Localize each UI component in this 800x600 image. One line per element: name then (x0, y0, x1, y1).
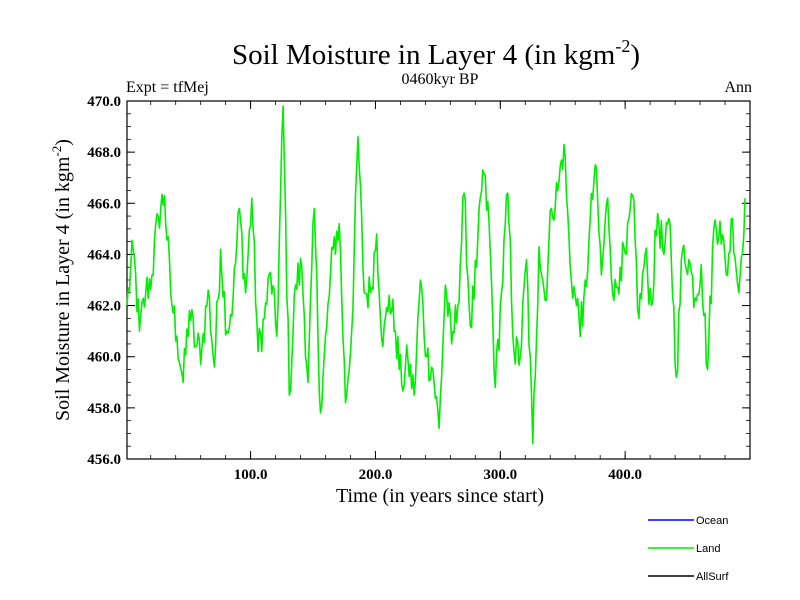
series-line-land (126, 105, 746, 445)
y-axis-label-superscript: -2 (49, 146, 64, 157)
legend: Ocean Land AllSurf (648, 515, 729, 583)
y-tick-label: 468.0 (87, 145, 121, 161)
y-axis-label-text: Soil Moisture in Layer 4 (in kgm (52, 156, 74, 421)
y-tick-label: 466.0 (87, 196, 121, 212)
y-tick-label: 462.0 (87, 299, 121, 315)
y-tick-label: 470.0 (87, 94, 121, 110)
x-axis: 100.0 200.0 300.0 400.0 (150, 101, 751, 483)
legend-label-land: Land (696, 543, 720, 555)
chart-title-close: ) (630, 39, 640, 71)
y-tick-label: 464.0 (87, 247, 121, 263)
season-label: Ann (724, 79, 752, 96)
chart-title-superscript: -2 (615, 36, 630, 56)
chart-title: Soil Moisture in Layer 4 (in kgm-2) (232, 36, 640, 71)
legend-label-allsurf: AllSurf (696, 571, 729, 583)
x-tick-label: 100.0 (234, 467, 268, 483)
period-label: 0460kyr BP (402, 71, 479, 88)
series-group (126, 105, 746, 445)
x-axis-label: Time (in years since start) (336, 485, 544, 507)
experiment-label: Expt = tfMej (126, 79, 209, 96)
y-tick-label: 460.0 (87, 350, 121, 366)
legend-label-ocean: Ocean (696, 515, 728, 527)
y-tick-label: 456.0 (87, 452, 121, 468)
chart-title-text: Soil Moisture in Layer 4 (in kgm (232, 39, 616, 71)
y-tick-label: 458.0 (87, 401, 121, 417)
y-axis-label-close: ) (52, 139, 74, 146)
x-tick-label: 200.0 (359, 467, 393, 483)
x-tick-label: 300.0 (483, 467, 517, 483)
x-tick-label: 400.0 (608, 467, 642, 483)
y-axis: 456.0 458.0 460.0 462.0 464.0 466.0 468.0 470.0 (87, 94, 750, 468)
y-axis-label: Soil Moisture in Layer 4 (in kgm-2) (49, 139, 74, 421)
